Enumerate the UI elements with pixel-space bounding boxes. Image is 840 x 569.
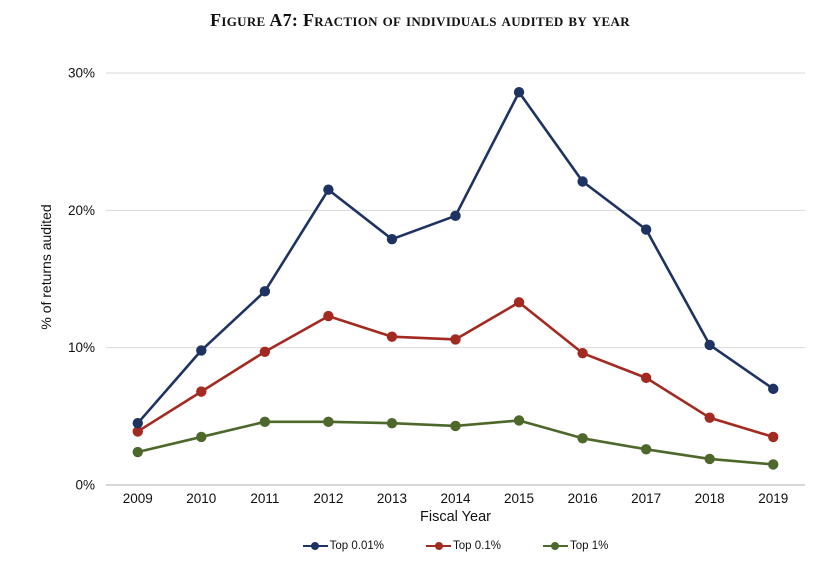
data-point-top-0-1-2017 — [640, 372, 652, 384]
x-tick-label: 2016 — [568, 491, 598, 506]
line-chart-plot: 0% 10% 20% 30% 2009 2010 2011 2012 2013 2014 2015 2… — [68, 66, 805, 506]
legend-line-dot-icon — [426, 542, 452, 551]
data-point-top-0-1-2015 — [513, 297, 525, 308]
y-tick-label: 30% — [68, 66, 95, 81]
data-point-top-0-01-2018 — [704, 339, 715, 351]
data-point-top-0-01-2017 — [640, 224, 652, 235]
data-point-top-0-01-2016 — [577, 176, 588, 187]
y-axis-title-text: % of returns audited — [38, 204, 54, 330]
data-point-top-1-2013 — [386, 418, 398, 429]
data-point-top-0-1-2009 — [132, 426, 143, 437]
x-tick-label: 2010 — [186, 491, 216, 506]
data-point-top-0-01-2019 — [768, 383, 779, 395]
data-point-top-1-2017 — [640, 444, 652, 455]
data-point-top-1-2018 — [704, 453, 715, 465]
data-point-top-0-01-2014 — [450, 210, 461, 222]
data-point-top-0-1-2011 — [259, 346, 271, 357]
y-tick-label: 20% — [68, 203, 95, 218]
data-point-top-0-1-2019 — [768, 431, 779, 443]
data-point-top-0-1-2012 — [323, 310, 334, 322]
data-point-top-0-01-2011 — [259, 286, 271, 297]
data-point-top-1-2010 — [196, 431, 207, 443]
data-point-top-0-01-2010 — [196, 345, 207, 356]
x-tick-label: 2014 — [440, 491, 471, 506]
y-tick-label: 10% — [68, 340, 95, 355]
data-point-top-0-1-2014 — [450, 334, 461, 345]
data-point-top-0-1-2016 — [577, 347, 588, 359]
data-point-top-1-2016 — [577, 433, 588, 444]
legend-label-top-0-1-pct: Top 0.1% — [453, 540, 501, 552]
legend-line-dot-icon — [542, 542, 568, 551]
data-point-top-0-1-2010 — [196, 386, 207, 397]
data-point-top-1-2011 — [259, 416, 271, 428]
x-tick-label: 2019 — [758, 491, 788, 506]
x-axis-title: Fiscal Year — [420, 509, 491, 525]
chart-title: Figure A7: Fraction of individuals audit… — [210, 10, 630, 30]
legend-item-top-0-01-pct: Top 0.01% — [302, 540, 385, 552]
series-line-top-0-01 — [136, 90, 775, 425]
x-tick-label: 2018 — [695, 491, 725, 506]
legend-item-top-0-1-pct: Top 0.1% — [426, 540, 501, 552]
legend-item-top-1-pct: Top 1% — [542, 540, 609, 552]
data-point-top-0-01-2012 — [323, 184, 334, 195]
x-tick-label: 2013 — [377, 491, 407, 506]
chart-legend: Top 0.01% Top 0.1% Top 1% — [106, 540, 805, 552]
data-point-top-0-01-2015 — [513, 87, 525, 98]
data-point-top-1-2019 — [768, 459, 779, 470]
data-point-top-0-1-2018 — [704, 412, 715, 423]
x-tick-label: 2009 — [123, 491, 153, 506]
data-point-top-1-2015 — [513, 415, 525, 426]
data-point-top-1-2009 — [132, 446, 143, 458]
x-tick-label: 2011 — [250, 491, 279, 506]
x-tick-label: 2012 — [313, 491, 343, 506]
data-point-top-0-01-2013 — [386, 233, 398, 245]
legend-line-dot-icon — [302, 542, 328, 551]
x-tick-label: 2015 — [504, 491, 534, 506]
data-point-top-1-2014 — [450, 420, 461, 432]
legend-label-top-1-pct: Top 1% — [569, 540, 609, 552]
data-point-top-0-01-2009 — [132, 418, 143, 429]
data-point-top-0-1-2013 — [386, 331, 398, 342]
y-tick-label: 0% — [75, 478, 95, 493]
x-tick-label: 2017 — [631, 491, 661, 506]
legend-label-top-0-01-pct: Top 0.01% — [329, 540, 385, 552]
data-point-top-1-2012 — [323, 416, 334, 428]
